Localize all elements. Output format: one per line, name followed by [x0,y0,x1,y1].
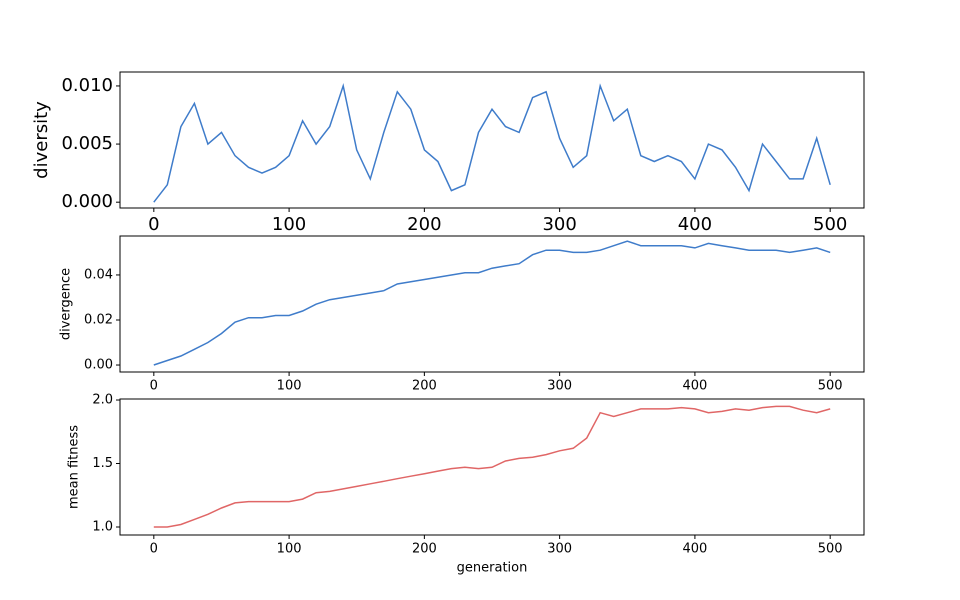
data-line [153,405,831,528]
y-tick-label: 0.02 [84,312,113,327]
x-tick-label: 400 [678,214,712,235]
y-tick-label: 0.000 [61,191,113,212]
data-line [153,240,831,366]
x-tick-label: 200 [407,214,441,235]
y-tick-label: 1.0 [92,520,113,535]
x-tick-label: 0 [150,541,158,556]
x-axis-label: generation [457,561,528,576]
y-tick-label: 0.00 [84,358,113,373]
axes-frame [119,235,865,373]
x-tick-label: 400 [682,378,707,393]
y-tick-label: 0.04 [84,267,113,282]
x-tick-label: 0 [150,378,158,393]
x-tick-label: 500 [813,214,847,235]
x-tick-label: 100 [277,541,302,556]
y-tick-label: 1.5 [92,456,113,471]
x-tick-label: 200 [412,541,437,556]
y-axis-label: mean fitness [67,425,82,509]
x-tick-label: 100 [277,378,302,393]
x-tick-label: 100 [272,214,306,235]
x-tick-label: 400 [682,541,707,556]
y-tick-label: 0.010 [61,75,113,96]
x-tick-label: 500 [818,378,843,393]
y-tick-label: 2.0 [92,393,113,408]
x-tick-label: 300 [547,541,572,556]
y-axis-label: divergence [59,268,74,340]
y-tick-label: 0.005 [61,133,113,154]
x-tick-label: 300 [542,214,576,235]
x-tick-label: 500 [818,541,843,556]
x-tick-label: 0 [148,214,159,235]
x-tick-label: 300 [547,378,572,393]
axes-frame [119,71,865,209]
data-line [153,83,831,203]
axes-frame [119,398,865,536]
y-axis-label: diversity [31,101,52,179]
x-tick-label: 200 [412,378,437,393]
